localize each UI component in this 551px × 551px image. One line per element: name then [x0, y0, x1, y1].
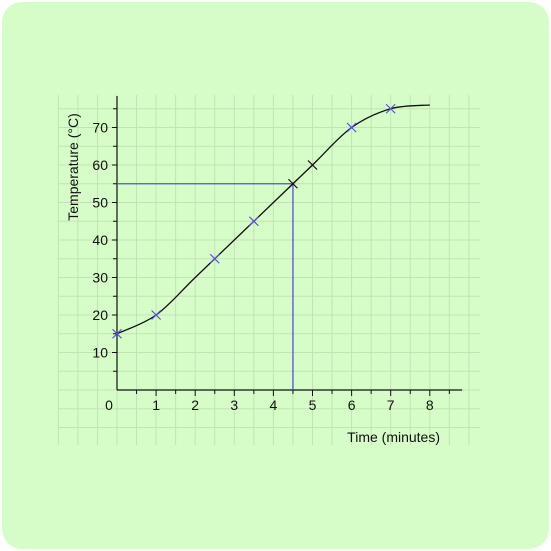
y-tick-label: 20: [92, 307, 108, 323]
x-axis-label: Time (minutes): [347, 429, 440, 445]
data-point-cross: [307, 160, 318, 170]
x-tick-label: 5: [309, 397, 317, 413]
data-point-cross: [248, 216, 259, 227]
data-point-cross: [385, 103, 396, 114]
y-tick-label: 50: [92, 195, 108, 211]
tick-labels: 0 1 2 3 4 5 6 7 8 10 20 30 40 50 60 70: [92, 120, 433, 414]
cross-stroke: [112, 328, 122, 339]
y-tick-label: 40: [92, 232, 108, 248]
x-tick-label: 2: [191, 397, 199, 413]
curve-layer: [116, 104, 430, 335]
cross-stroke: [151, 310, 162, 320]
y-tick-label: 10: [92, 345, 108, 361]
grid-lines: [57, 95, 480, 445]
y-axis-label: Temperature (°C): [65, 113, 81, 221]
x-tick-label: 3: [230, 397, 238, 413]
data-point-cross: [209, 253, 220, 264]
data-point-cross: [151, 310, 162, 320]
tick-marks: [112, 108, 450, 396]
data-point-cross: [346, 122, 357, 133]
x-tick-label: 7: [387, 397, 395, 413]
data-markers: [112, 103, 396, 339]
x-tick-label: 6: [348, 397, 356, 413]
data-point-cross: [288, 178, 298, 189]
reading-lines: [117, 183, 294, 390]
temperature-curve: [116, 104, 430, 335]
cross-stroke: [288, 178, 298, 189]
data-point-cross: [112, 328, 122, 339]
y-tick-label: 70: [92, 120, 108, 136]
x-tick-label: 8: [426, 397, 434, 413]
y-tick-label: 30: [92, 270, 108, 286]
cross-stroke: [346, 122, 357, 133]
cross-stroke: [209, 253, 220, 264]
x-tick-label: 4: [270, 397, 278, 413]
y-tick-label: 60: [92, 157, 108, 173]
cross-stroke: [307, 160, 318, 170]
x-tick-label: 0: [105, 397, 113, 413]
axes: [116, 96, 462, 391]
cross-stroke: [248, 216, 259, 227]
cross-stroke: [385, 103, 396, 114]
x-tick-label: 1: [152, 397, 160, 413]
